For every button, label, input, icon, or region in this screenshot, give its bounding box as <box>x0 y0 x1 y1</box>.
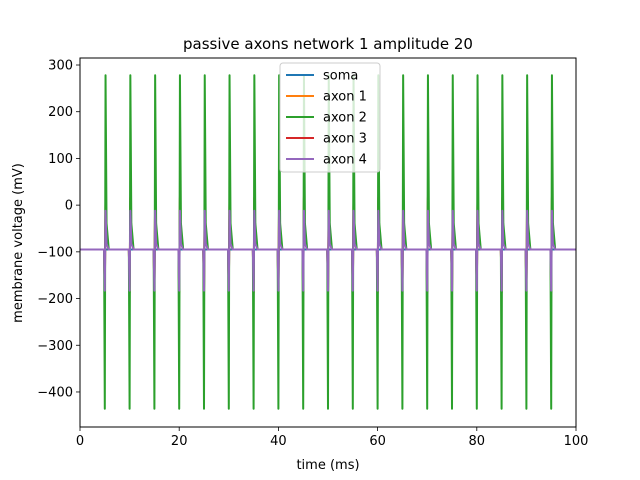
x-tick-label: 100 <box>564 434 589 449</box>
x-tick-label: 60 <box>369 434 386 449</box>
plot-frame <box>79 57 577 428</box>
legend-entry: axon 4 <box>323 153 367 168</box>
y-tick-label: −300 <box>37 339 73 354</box>
legend: soma axon 1 axon 2 axon 3 axon 4 <box>279 62 381 173</box>
y-tick-label: −100 <box>37 245 73 260</box>
y-tick-label: 100 <box>48 152 73 167</box>
y-tick-label: 0 <box>65 199 73 214</box>
legend-entry: axon 2 <box>323 111 367 126</box>
legend-entry: soma <box>323 69 358 84</box>
x-tick-label: 0 <box>76 434 84 449</box>
y-axis-label: membrane voltage (mV) <box>11 163 26 323</box>
x-tick-label: 20 <box>171 434 188 449</box>
y-tick-label: −400 <box>37 385 73 400</box>
series-line-axon-4 <box>80 209 576 292</box>
legend-entry: axon 3 <box>323 132 367 147</box>
x-tick-label: 40 <box>270 434 287 449</box>
y-tick-label: 200 <box>48 105 73 120</box>
y-tick-label: 300 <box>48 59 73 74</box>
x-axis-label: time (ms) <box>296 458 359 473</box>
legend-box <box>279 62 381 173</box>
y-tick-label: −200 <box>37 292 73 307</box>
chart-title: passive axons network 1 amplitude 20 <box>183 35 473 53</box>
y-axis-ticks: −400 −300 −200 −100 0 100 200 300 <box>37 59 80 400</box>
x-tick-label: 80 <box>469 434 486 449</box>
legend-entry: axon 1 <box>323 90 367 105</box>
x-axis-ticks: 0 20 40 60 80 100 <box>76 427 589 449</box>
